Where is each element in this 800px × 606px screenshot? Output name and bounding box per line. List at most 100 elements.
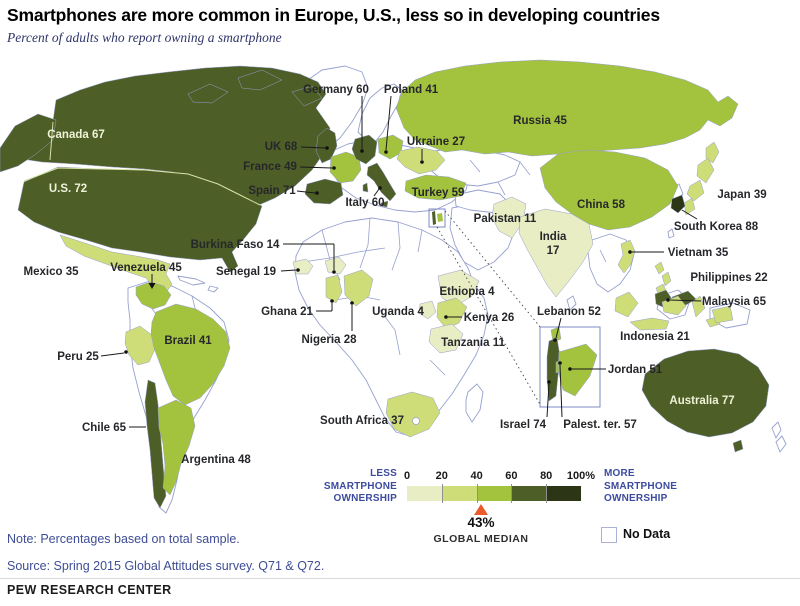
pointer-dot-peru bbox=[124, 350, 128, 354]
legend-tick-0: 0 bbox=[403, 470, 411, 482]
pointer-line-italy bbox=[373, 188, 380, 197]
country-label-peru: Peru 25 bbox=[57, 351, 99, 363]
global-median-label: GLOBAL MEDIAN bbox=[433, 533, 529, 545]
country-label-israel: Israel 74 bbox=[500, 419, 547, 431]
country-label-south-korea: South Korea 88 bbox=[674, 221, 759, 233]
country-border-line bbox=[379, 309, 401, 356]
country-shape-u-s bbox=[0, 113, 57, 173]
pointer-line-france bbox=[299, 166, 333, 169]
country-label-japan: Japan 39 bbox=[717, 189, 766, 201]
country-shape-italy bbox=[362, 182, 369, 193]
pointer-dot-lebanon bbox=[553, 338, 557, 342]
legend-color-bar bbox=[407, 486, 581, 501]
country-label-ethiopia: Ethiopia 4 bbox=[440, 286, 496, 298]
pointer-line-israel bbox=[546, 383, 550, 418]
country-shape-australia bbox=[732, 439, 744, 453]
source-text: Source: Spring 2015 Global Attitudes sur… bbox=[7, 559, 325, 573]
country-label-chile: Chile 65 bbox=[82, 422, 127, 434]
country-shape-south-korea bbox=[670, 194, 686, 214]
pointer-line-spain bbox=[296, 190, 316, 194]
no-data-landmass bbox=[771, 421, 782, 439]
pointer-dot-france bbox=[332, 166, 336, 170]
no-data-landmass bbox=[775, 435, 787, 453]
page-title: Smartphones are more common in Europe, U… bbox=[7, 5, 660, 25]
country-shape-brazil bbox=[150, 303, 231, 406]
legend-tickmark bbox=[476, 484, 478, 503]
country-shape-germany bbox=[351, 134, 378, 165]
note-text: Note: Percentages based on total sample. bbox=[7, 532, 240, 546]
pointer-dot-malaysia bbox=[666, 298, 670, 302]
country-border-line bbox=[599, 249, 607, 263]
country-label-senegal: Senegal 19 bbox=[216, 266, 276, 278]
legend-tick-80: 80 bbox=[540, 470, 553, 482]
no-data-landmass bbox=[566, 295, 577, 311]
country-shape-italy bbox=[366, 162, 397, 202]
legend-tickmark bbox=[546, 484, 548, 503]
pointer-line-poland bbox=[385, 95, 392, 151]
country-shape-pakistan bbox=[491, 196, 527, 239]
no-data-landmass bbox=[667, 228, 675, 239]
country-shape-ethiopia bbox=[437, 269, 480, 307]
country-shape-japan bbox=[696, 157, 715, 184]
no-data-label: No Data bbox=[623, 527, 671, 541]
footer-brand: PEW RESEARCH CENTER bbox=[7, 583, 172, 597]
country-label-france: France 49 bbox=[243, 161, 297, 173]
country-shape-south-africa bbox=[385, 391, 441, 438]
country-shape-jordan bbox=[557, 343, 598, 397]
country-shape-indonesia bbox=[614, 291, 639, 318]
country-label-u-s: U.S. 72 bbox=[49, 183, 87, 195]
country-label-vietnam: Vietnam 35 bbox=[668, 247, 729, 259]
country-label-ukraine: Ukraine 27 bbox=[407, 136, 465, 148]
pointer-dot-italy bbox=[378, 186, 382, 190]
country-label-burkina-faso: Burkina Faso 14 bbox=[191, 239, 280, 251]
country-border-line bbox=[302, 247, 386, 263]
global-median-value: 43% bbox=[467, 515, 495, 530]
country-value-india: 17 bbox=[547, 245, 560, 257]
country-shape-tanzania bbox=[428, 323, 464, 354]
country-shape-turkey bbox=[404, 174, 467, 201]
legend-tick-40: 40 bbox=[470, 470, 483, 482]
country-label-italy: Italy 60 bbox=[345, 197, 384, 209]
country-shape-australia bbox=[641, 348, 770, 438]
legend-tick-60: 60 bbox=[505, 470, 518, 482]
country-label-south-africa: South Africa 37 bbox=[320, 415, 404, 427]
country-border-line bbox=[469, 159, 481, 173]
country-border-line bbox=[359, 217, 371, 269]
country-label-nigeria: Nigeria 28 bbox=[302, 334, 358, 346]
country-shape-canada bbox=[187, 83, 229, 104]
country-label-philippines: Philippines 22 bbox=[690, 272, 767, 284]
jordan-true-location bbox=[437, 213, 443, 222]
country-shape-burkina-faso bbox=[324, 256, 347, 275]
pointer-line-lebanon bbox=[555, 317, 562, 339]
pointer-dot-kenya bbox=[444, 315, 448, 319]
country-shape-indonesia bbox=[711, 305, 734, 324]
country-label-pakistan: Pakistan 11 bbox=[474, 213, 537, 225]
country-label-ghana: Ghana 21 bbox=[261, 306, 313, 318]
legend-tick-100%: 100% bbox=[566, 470, 596, 482]
legend-band-3 bbox=[511, 486, 547, 501]
footer-divider bbox=[0, 578, 800, 579]
alaska-canada-border bbox=[49, 121, 54, 161]
pointer-dot-poland bbox=[384, 150, 388, 154]
pointer-dot-germany bbox=[360, 149, 364, 153]
pointer-dot-ghana bbox=[330, 299, 334, 303]
legend-tickmark bbox=[511, 484, 513, 503]
country-label-brazil: Brazil 41 bbox=[164, 335, 212, 347]
global-median-marker bbox=[474, 504, 488, 515]
country-shape-canada bbox=[237, 69, 283, 91]
country-label-spain: Spain 71 bbox=[248, 185, 296, 197]
country-shape-ukraine bbox=[396, 146, 446, 175]
country-label-palest-ter: Palest. ter. 57 bbox=[563, 419, 637, 431]
country-label-uk: UK 68 bbox=[265, 141, 298, 153]
country-shape-japan bbox=[705, 141, 720, 164]
country-label-tanzania: Tanzania 11 bbox=[441, 337, 505, 349]
pointer-dot-senegal bbox=[296, 268, 300, 272]
pointer-dot-uk bbox=[325, 146, 329, 150]
country-shape-uganda bbox=[418, 300, 437, 320]
country-border-line bbox=[519, 161, 531, 176]
country-shape-japan bbox=[686, 179, 705, 202]
country-shape-lebanon bbox=[550, 326, 562, 343]
country-shape-nigeria bbox=[343, 269, 374, 307]
country-label-venezuela: Venezuela 45 bbox=[110, 262, 182, 274]
